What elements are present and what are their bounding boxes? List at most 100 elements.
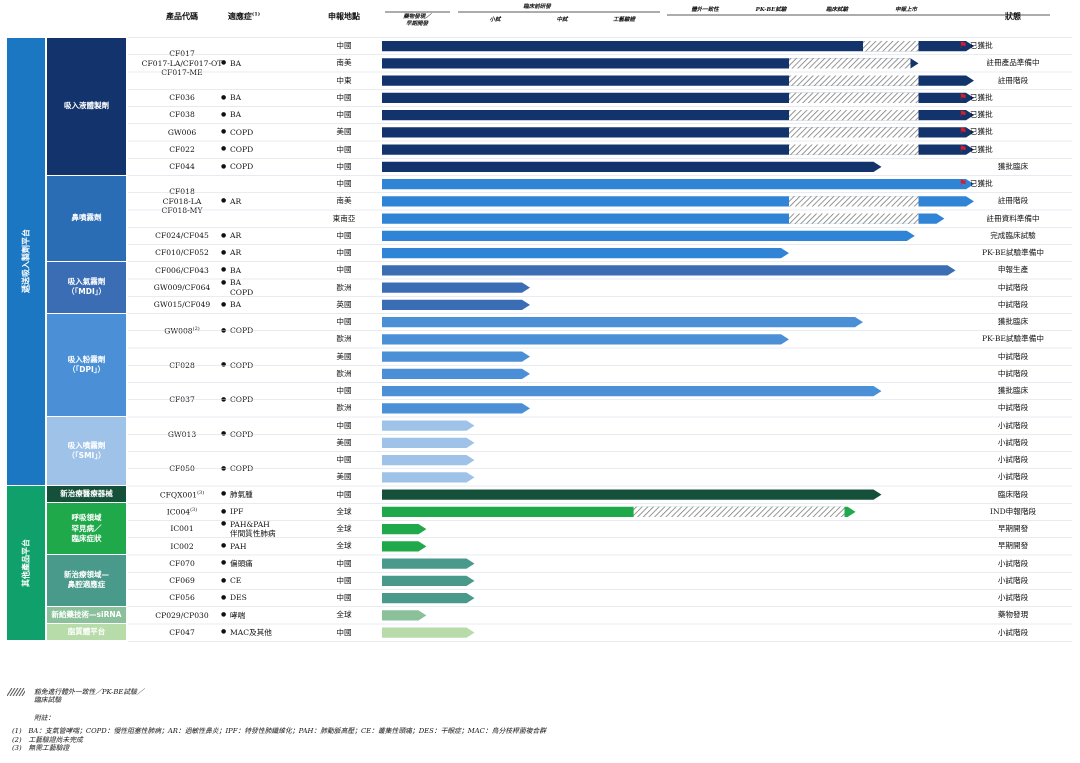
pipeline-bar-hatch bbox=[789, 196, 919, 207]
category-label: 吸入粉霧劑 （「DPI」） bbox=[47, 313, 126, 416]
indication-text: IPF bbox=[230, 507, 244, 517]
pipeline-bar-hatch bbox=[789, 92, 919, 103]
row-region: 歐洲 bbox=[336, 334, 352, 344]
row-region: 美國 bbox=[336, 351, 352, 361]
indication-bullet-icon: ● bbox=[221, 162, 227, 170]
pipeline-bar bbox=[382, 627, 475, 638]
row-region: 中國 bbox=[336, 558, 352, 568]
row-status: 中試階段 bbox=[997, 351, 1029, 361]
indication-text: DES bbox=[230, 593, 247, 603]
indication-text: 肺氣腫 bbox=[230, 489, 253, 499]
pipeline-bar bbox=[382, 299, 530, 310]
legend-hatch-line bbox=[7, 688, 13, 696]
indication-bullet-icon: ● bbox=[221, 559, 227, 567]
flag-icon: ⚑ bbox=[959, 110, 970, 121]
platform-label: 其他產品平台 bbox=[7, 486, 45, 641]
row-region: 南美 bbox=[336, 196, 352, 206]
header-pilot: 小試 bbox=[489, 17, 501, 23]
product-code-text: CF047 bbox=[169, 627, 195, 637]
pipeline-bar bbox=[382, 230, 915, 241]
product-code: CF036 bbox=[169, 93, 195, 102]
row-region: 全球 bbox=[336, 506, 352, 516]
row-status: 早期開發 bbox=[997, 541, 1029, 551]
indication-text: COPD bbox=[230, 162, 254, 172]
indication-text: MAC及其他 bbox=[230, 627, 272, 637]
row-region: 歐洲 bbox=[336, 403, 352, 413]
row-region: 全球 bbox=[336, 541, 352, 551]
row-region: 中國 bbox=[336, 420, 352, 430]
header-process-validation: 工藝驗證 bbox=[612, 17, 636, 23]
pipeline-bar bbox=[382, 351, 530, 362]
indication-text: 偏頭痛 bbox=[230, 558, 253, 568]
row-status: 藥物發現 bbox=[997, 610, 1029, 620]
row-status: 獲批臨床 bbox=[997, 317, 1029, 327]
product-code: CF017 CF017-LA/CF017-OT CF017-ME bbox=[142, 49, 223, 77]
legend-hatch-label: 豁免進行體外一致性／PK-BE試驗／ 臨床試驗 bbox=[34, 688, 144, 705]
product-code: CF018 CF018-LA CF018-MY bbox=[162, 187, 203, 215]
category-label: 吸入氣霧劑 （「MDI」） bbox=[47, 261, 126, 313]
indication-text: 哮喘 bbox=[230, 610, 246, 620]
row-region: 中國 bbox=[336, 230, 352, 240]
indication-bullet-icon: ● bbox=[221, 628, 227, 636]
row-region: 美國 bbox=[336, 472, 352, 482]
pipeline-bar bbox=[382, 610, 427, 621]
row-status: ⚑ 已獲批 bbox=[959, 111, 993, 120]
legend-hatch-swatch bbox=[7, 688, 25, 696]
row-region: 中國 bbox=[336, 161, 352, 171]
product-code-text: CF006/CF043 bbox=[155, 265, 209, 275]
pipeline-bar bbox=[382, 489, 882, 500]
product-code: CF069 bbox=[169, 576, 195, 585]
header-intermediate: 中試 bbox=[556, 17, 568, 23]
header-indication: 適應症(1) bbox=[227, 11, 261, 21]
indication-bullet-icon: ● bbox=[221, 576, 227, 584]
product-code-note: (3) bbox=[190, 507, 198, 514]
pipeline-bar bbox=[382, 334, 789, 345]
product-code: CFQX001(3) bbox=[160, 490, 204, 500]
product-code: CF047 bbox=[169, 628, 195, 637]
indication-text: AR bbox=[230, 196, 242, 206]
indication-text: CE bbox=[230, 576, 242, 586]
indication-text: PAH&PAH 伴間質性肺病 bbox=[230, 519, 276, 539]
row-status: 完成臨床試驗 bbox=[990, 230, 1036, 240]
row-region: 美國 bbox=[336, 127, 352, 137]
pipeline-bar bbox=[382, 179, 974, 190]
header-drug-discovery: 藥物發現／ 早期開發 bbox=[403, 14, 431, 27]
row-status-text: 已獲批 bbox=[969, 144, 993, 154]
indication-text: AR bbox=[230, 231, 242, 241]
product-code-text: CFQX001 bbox=[159, 490, 198, 500]
row-status: PK-BE試驗準備中 bbox=[982, 248, 1044, 258]
pipeline-bar bbox=[382, 41, 974, 52]
legend-hatch-line bbox=[15, 688, 22, 696]
indication-bullet-icon: ● bbox=[221, 110, 227, 118]
category-label: 鼻噴霧劑 bbox=[47, 175, 126, 261]
indication-bullet-icon: ● bbox=[221, 300, 227, 308]
product-code: CF022 bbox=[169, 145, 195, 154]
row-region: 中國 bbox=[336, 92, 352, 102]
indication-bullet-icon: ● bbox=[221, 231, 227, 239]
row-region: 中國 bbox=[336, 593, 352, 603]
pipeline-bar bbox=[382, 472, 475, 483]
product-code-text: CP029/CP030 bbox=[155, 610, 209, 620]
row-region: 中國 bbox=[336, 248, 352, 258]
product-code-text: GW006 bbox=[167, 127, 197, 137]
pipeline-bar bbox=[382, 282, 530, 293]
row-status: ⚑ 已獲批 bbox=[959, 128, 993, 137]
indication-text: COPD bbox=[230, 127, 254, 137]
row-status: ⚑ 已獲批 bbox=[959, 144, 993, 155]
indication-text: BA bbox=[230, 265, 242, 275]
row-status: 小試階段 bbox=[997, 593, 1029, 603]
product-code-text: CF017 CF017-LA/CF017-OT CF017-ME bbox=[141, 49, 223, 78]
row-region: 全球 bbox=[336, 524, 352, 534]
row-status: ⚑ 已獲批 bbox=[959, 93, 993, 103]
pipeline-bar-hatch bbox=[863, 41, 919, 52]
product-code: CF038 bbox=[169, 110, 195, 119]
notes-title: 附註： bbox=[34, 714, 55, 722]
row-status-text: 已獲批 bbox=[969, 41, 993, 51]
product-code-text: GW015/CF049 bbox=[153, 300, 211, 310]
pipeline-bar-hatch bbox=[633, 506, 845, 517]
indication-text: BA bbox=[230, 58, 242, 68]
pipeline-bar bbox=[382, 558, 475, 569]
row-status: 小試階段 bbox=[997, 472, 1029, 482]
pipeline-bar-hatch bbox=[789, 213, 919, 224]
